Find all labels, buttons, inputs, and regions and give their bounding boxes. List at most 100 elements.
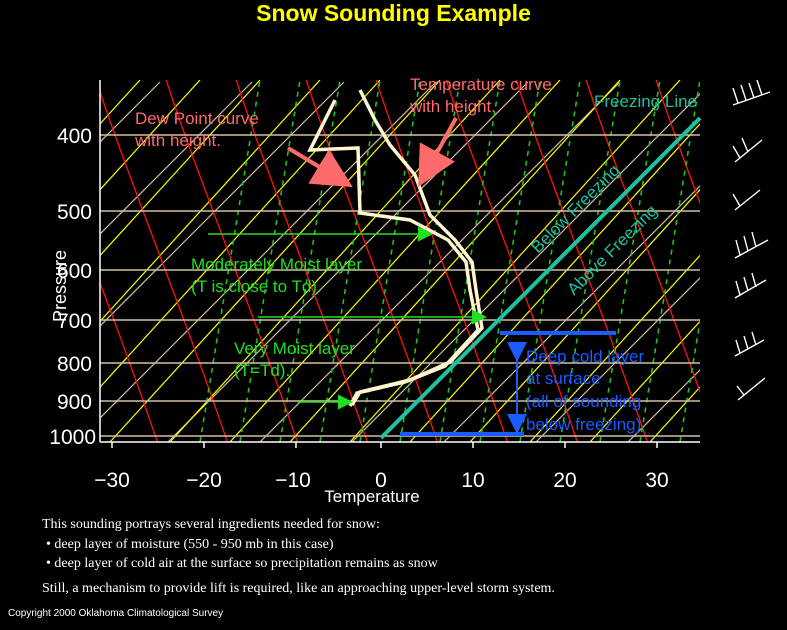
- moist-adiabat-lines: [100, 60, 787, 450]
- moist-adiabat-line: [515, 80, 648, 442]
- moist-adiabat-line: [585, 80, 700, 394]
- pressure-label-600: 600: [57, 260, 92, 283]
- dry-adiabat-line: [770, 80, 787, 442]
- isobar-lines: [100, 134, 700, 437]
- temperature-axis-label: Temperature: [324, 487, 419, 506]
- wind-barb: [734, 272, 767, 299]
- dry-adiabat-line: [409, 122, 700, 442]
- mixing-ratio-line: [599, 80, 661, 442]
- dewpoint-curve: [307, 99, 480, 407]
- temp-label-10: 10: [461, 469, 484, 492]
- mixing-ratio-line: [559, 80, 621, 442]
- dry-adiabat-line: [589, 320, 700, 442]
- dry-adiabat-line: [710, 80, 787, 442]
- temp-label-minus20: −20: [186, 469, 222, 492]
- wind-barb: [732, 189, 761, 211]
- wind-barb: [736, 377, 766, 401]
- mixing-ratio-line: [319, 80, 381, 442]
- freezing-line: [379, 116, 702, 440]
- dry-adiabat-line: [0, 80, 20, 442]
- temperature-label-line1: Temperature curve: [410, 75, 552, 94]
- wind-barb: [732, 137, 763, 163]
- dry-adiabat-line: [100, 80, 201, 191]
- wind-barb: [732, 79, 771, 106]
- very-moist-line1: Very Moist layer: [234, 339, 355, 358]
- description-intro: This sounding portrays several ingredien…: [42, 517, 380, 532]
- freezing-line-label: Freezing Line: [594, 92, 697, 111]
- dry-adiabat-line: [100, 80, 321, 323]
- mixing-ratio-line: [760, 80, 787, 442]
- pressure-label-400: 400: [57, 125, 92, 148]
- moist-adiabat-line: [445, 80, 578, 442]
- description-bullet-1: • deep layer of moisture (550 - 950 mb i…: [46, 537, 334, 552]
- moist-adiabat-line: [165, 80, 298, 442]
- mixing-ratio-line: [239, 80, 301, 442]
- moist-adiabat-line: [100, 280, 158, 442]
- pressure-label-1000: 1000: [49, 426, 96, 449]
- moderately-moist-line1: Moderately Moist layer: [191, 255, 362, 274]
- dewpoint-label-line1: Dew Point curve: [135, 109, 259, 128]
- temp-label-minus30: −30: [94, 469, 130, 492]
- description-closing: Still, a mechanism to provide lift is re…: [42, 581, 555, 596]
- mixing-ratio-line: [279, 80, 341, 442]
- background-lines: [0, 60, 787, 450]
- wind-barb: [734, 231, 769, 259]
- description-bullet-2: • deep layer of cold air at the surface …: [46, 556, 438, 571]
- deep-cold-line4: below freezing): [526, 415, 641, 434]
- wind-barb: [734, 331, 765, 357]
- moist-adiabat-line: [720, 60, 787, 450]
- pressure-label-500: 500: [57, 201, 92, 224]
- temp-label-0: 0: [375, 469, 387, 492]
- dry-adiabat-line: [289, 80, 621, 442]
- dry-adiabat-line: [529, 254, 700, 442]
- dewpoint-arrow: [286, 146, 353, 188]
- moist-adiabat-line: [305, 80, 438, 442]
- dry-adiabat-line: [100, 80, 381, 389]
- pressure-axis-label: Pressure: [50, 250, 70, 322]
- mixing-ratio-line: [639, 80, 700, 442]
- mixing-ratio-line: [199, 80, 261, 442]
- temp-label-minus10: −10: [275, 469, 311, 492]
- deep-cold-line3: (all of sounding: [526, 392, 641, 411]
- dry-adiabat-line: [100, 80, 261, 257]
- pressure-label-700: 700: [57, 310, 92, 333]
- pressure-tick-labels: 400 500 600 700 800 900 1000: [49, 125, 96, 449]
- moderately-moist-line2: (T is close to Td).: [191, 277, 322, 296]
- green-annotations: Moderately Moist layer (T is close to Td…: [191, 255, 362, 380]
- mixing-ratio-line: [679, 316, 700, 442]
- mixing-ratio-line: [720, 80, 780, 442]
- temperature-tick-labels: −30 −20 −10 0 10 20 30: [94, 469, 668, 492]
- axes: [99, 80, 700, 448]
- mixing-ratio-line: [479, 80, 541, 442]
- bullet-2-text: deep layer of cold air at the surface so…: [54, 556, 438, 571]
- isotherm-line: [443, 185, 700, 442]
- deep-cold-line1: Deep cold layer: [526, 347, 644, 366]
- isotherm-line: [351, 93, 700, 442]
- moist-adiabat-line: [655, 80, 700, 205]
- isotherm-line: [627, 369, 700, 442]
- dewpoint-label-line2: with height.: [134, 131, 221, 150]
- bullet-1-text: deep layer of moisture (550 - 950 mb in …: [54, 537, 334, 552]
- temperature-label-line2: with height.: [409, 97, 496, 116]
- mixing-ratio-line: [359, 80, 421, 442]
- temp-label-30: 30: [645, 469, 668, 492]
- red-annotations: Dew Point curve with height. Temperature…: [134, 75, 552, 150]
- temp-label-20: 20: [553, 469, 576, 492]
- deep-cold-line2: at surface: [526, 369, 601, 388]
- pressure-label-900: 900: [57, 391, 92, 414]
- mixing-ratio-line: [519, 80, 581, 442]
- pressure-label-800: 800: [57, 353, 92, 376]
- moist-adiabat-line: [235, 80, 368, 442]
- isotherm-line: [100, 81, 253, 235]
- blue-annotations: Deep cold layer at surface (all of sound…: [526, 347, 644, 434]
- isotherm-line: [535, 277, 700, 442]
- very-moist-line2: (T=Td).: [234, 361, 290, 380]
- temperature-arrow: [418, 117, 458, 188]
- isotherm-line: [259, 81, 621, 442]
- dry-adiabat-line: [229, 80, 561, 442]
- wind-barbs: [732, 79, 771, 401]
- isotherm-line: [100, 81, 345, 327]
- dry-adiabat-line: [109, 80, 441, 442]
- copyright: Copyright 2000 Oklahoma Climatological S…: [8, 608, 224, 619]
